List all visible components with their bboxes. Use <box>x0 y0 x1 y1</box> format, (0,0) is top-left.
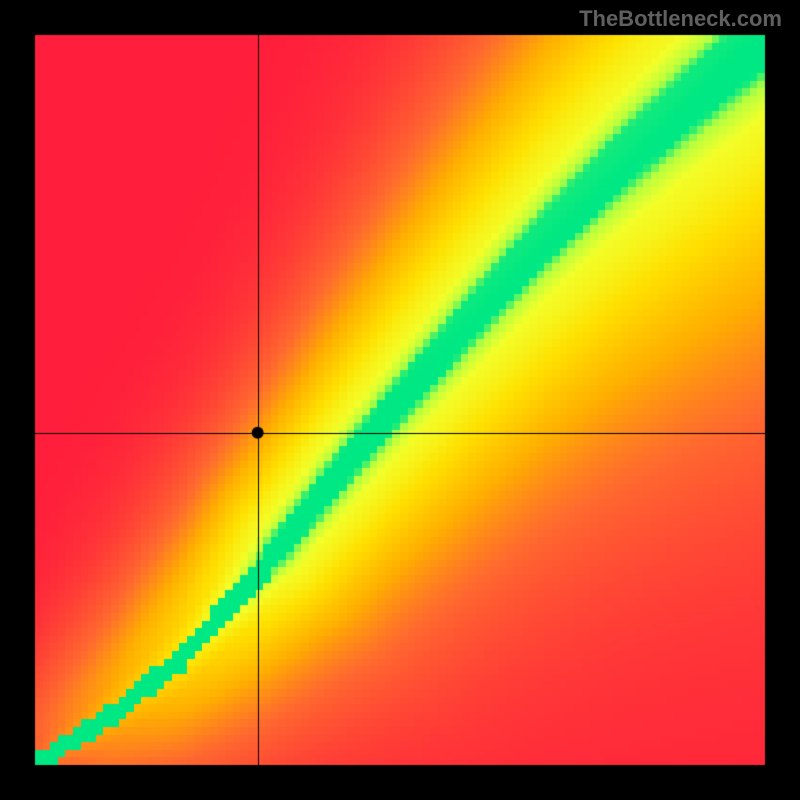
watermark-label: TheBottleneck.com <box>579 6 782 32</box>
figure-container: TheBottleneck.com <box>0 0 800 800</box>
bottleneck-heatmap-canvas <box>0 0 800 800</box>
